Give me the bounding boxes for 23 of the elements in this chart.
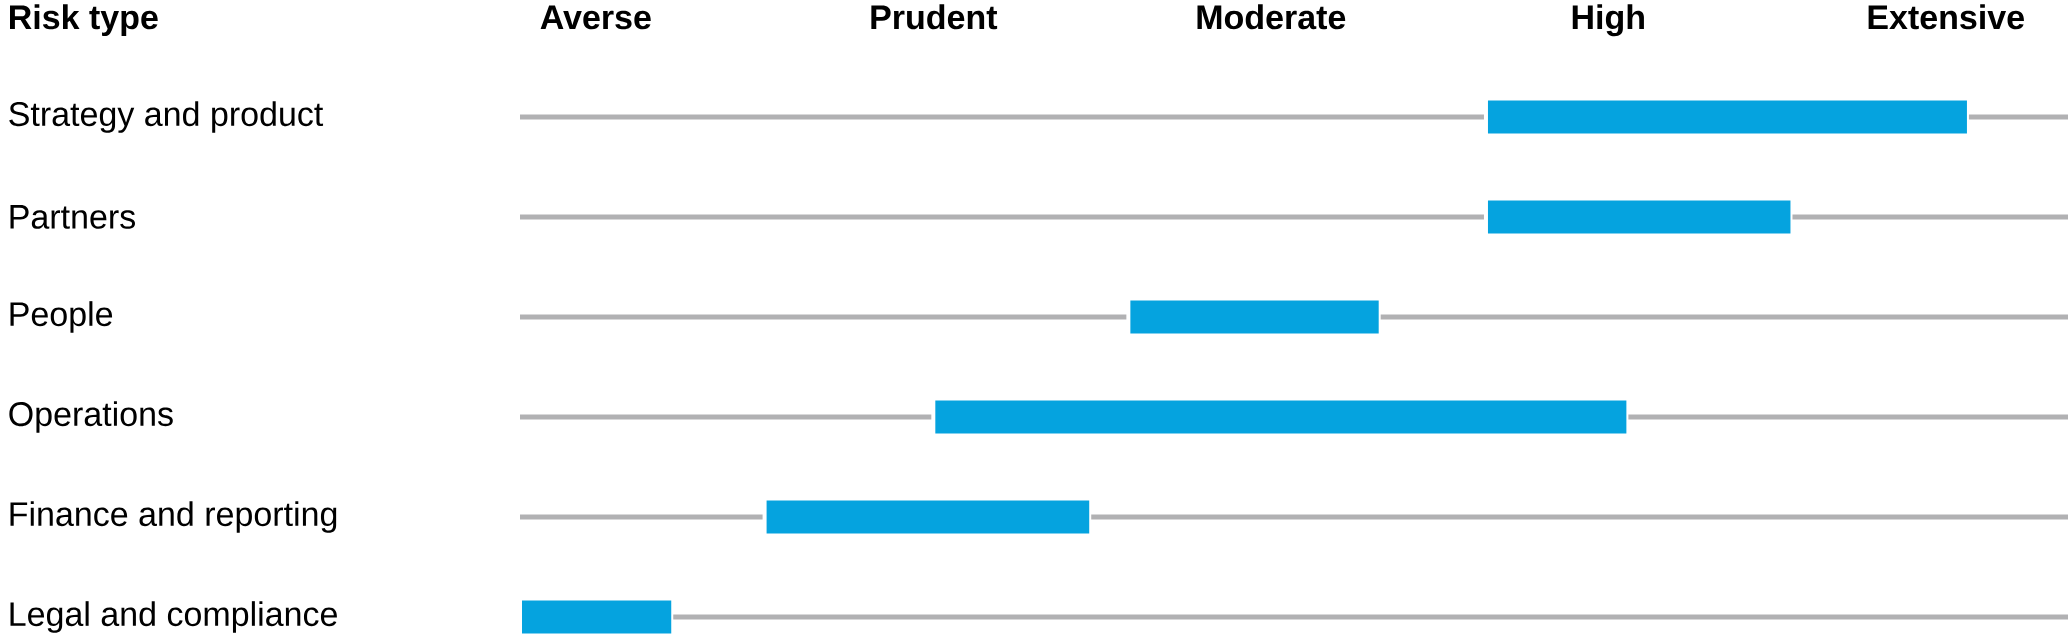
bar: [520, 214, 1486, 220]
text: Averse: [540, 5, 651, 30]
bar: [520, 414, 934, 420]
text: Moderate: [1197, 4, 1346, 30]
bar: [1380, 314, 2068, 320]
y-tick-label: Legal and compliance: [10, 601, 337, 633]
bar: [673, 614, 2068, 620]
y-tick-label: Strategy and product: [9, 101, 324, 133]
bar: [1792, 214, 2068, 220]
text: High: [1572, 4, 1644, 37]
y-axis-title: Risk type: [10, 4, 158, 37]
y-tick-label: Partners: [10, 205, 135, 229]
bar: [520, 514, 765, 520]
y-tick-label: People: [10, 301, 113, 333]
y-tick-label: Operations: [9, 401, 173, 433]
bar: [1628, 414, 2068, 420]
bar: [1968, 114, 2068, 120]
bar: [520, 114, 1486, 120]
text: Extensive: [1868, 4, 2024, 30]
bar: [520, 314, 1129, 320]
bar: [1091, 514, 2068, 520]
text: Prudent: [871, 4, 998, 30]
y-tick-label: Finance and reporting: [10, 501, 337, 533]
